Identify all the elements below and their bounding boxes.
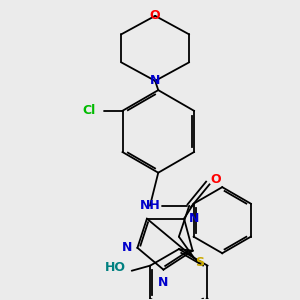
Text: O: O: [211, 173, 221, 186]
Text: Cl: Cl: [83, 104, 96, 117]
Text: N: N: [122, 241, 132, 254]
Text: O: O: [150, 9, 160, 22]
Text: NH: NH: [140, 199, 160, 212]
Text: N: N: [189, 212, 200, 225]
Text: N: N: [158, 275, 169, 289]
Text: N: N: [150, 74, 160, 87]
Text: S: S: [195, 256, 204, 269]
Text: HO: HO: [105, 261, 126, 274]
